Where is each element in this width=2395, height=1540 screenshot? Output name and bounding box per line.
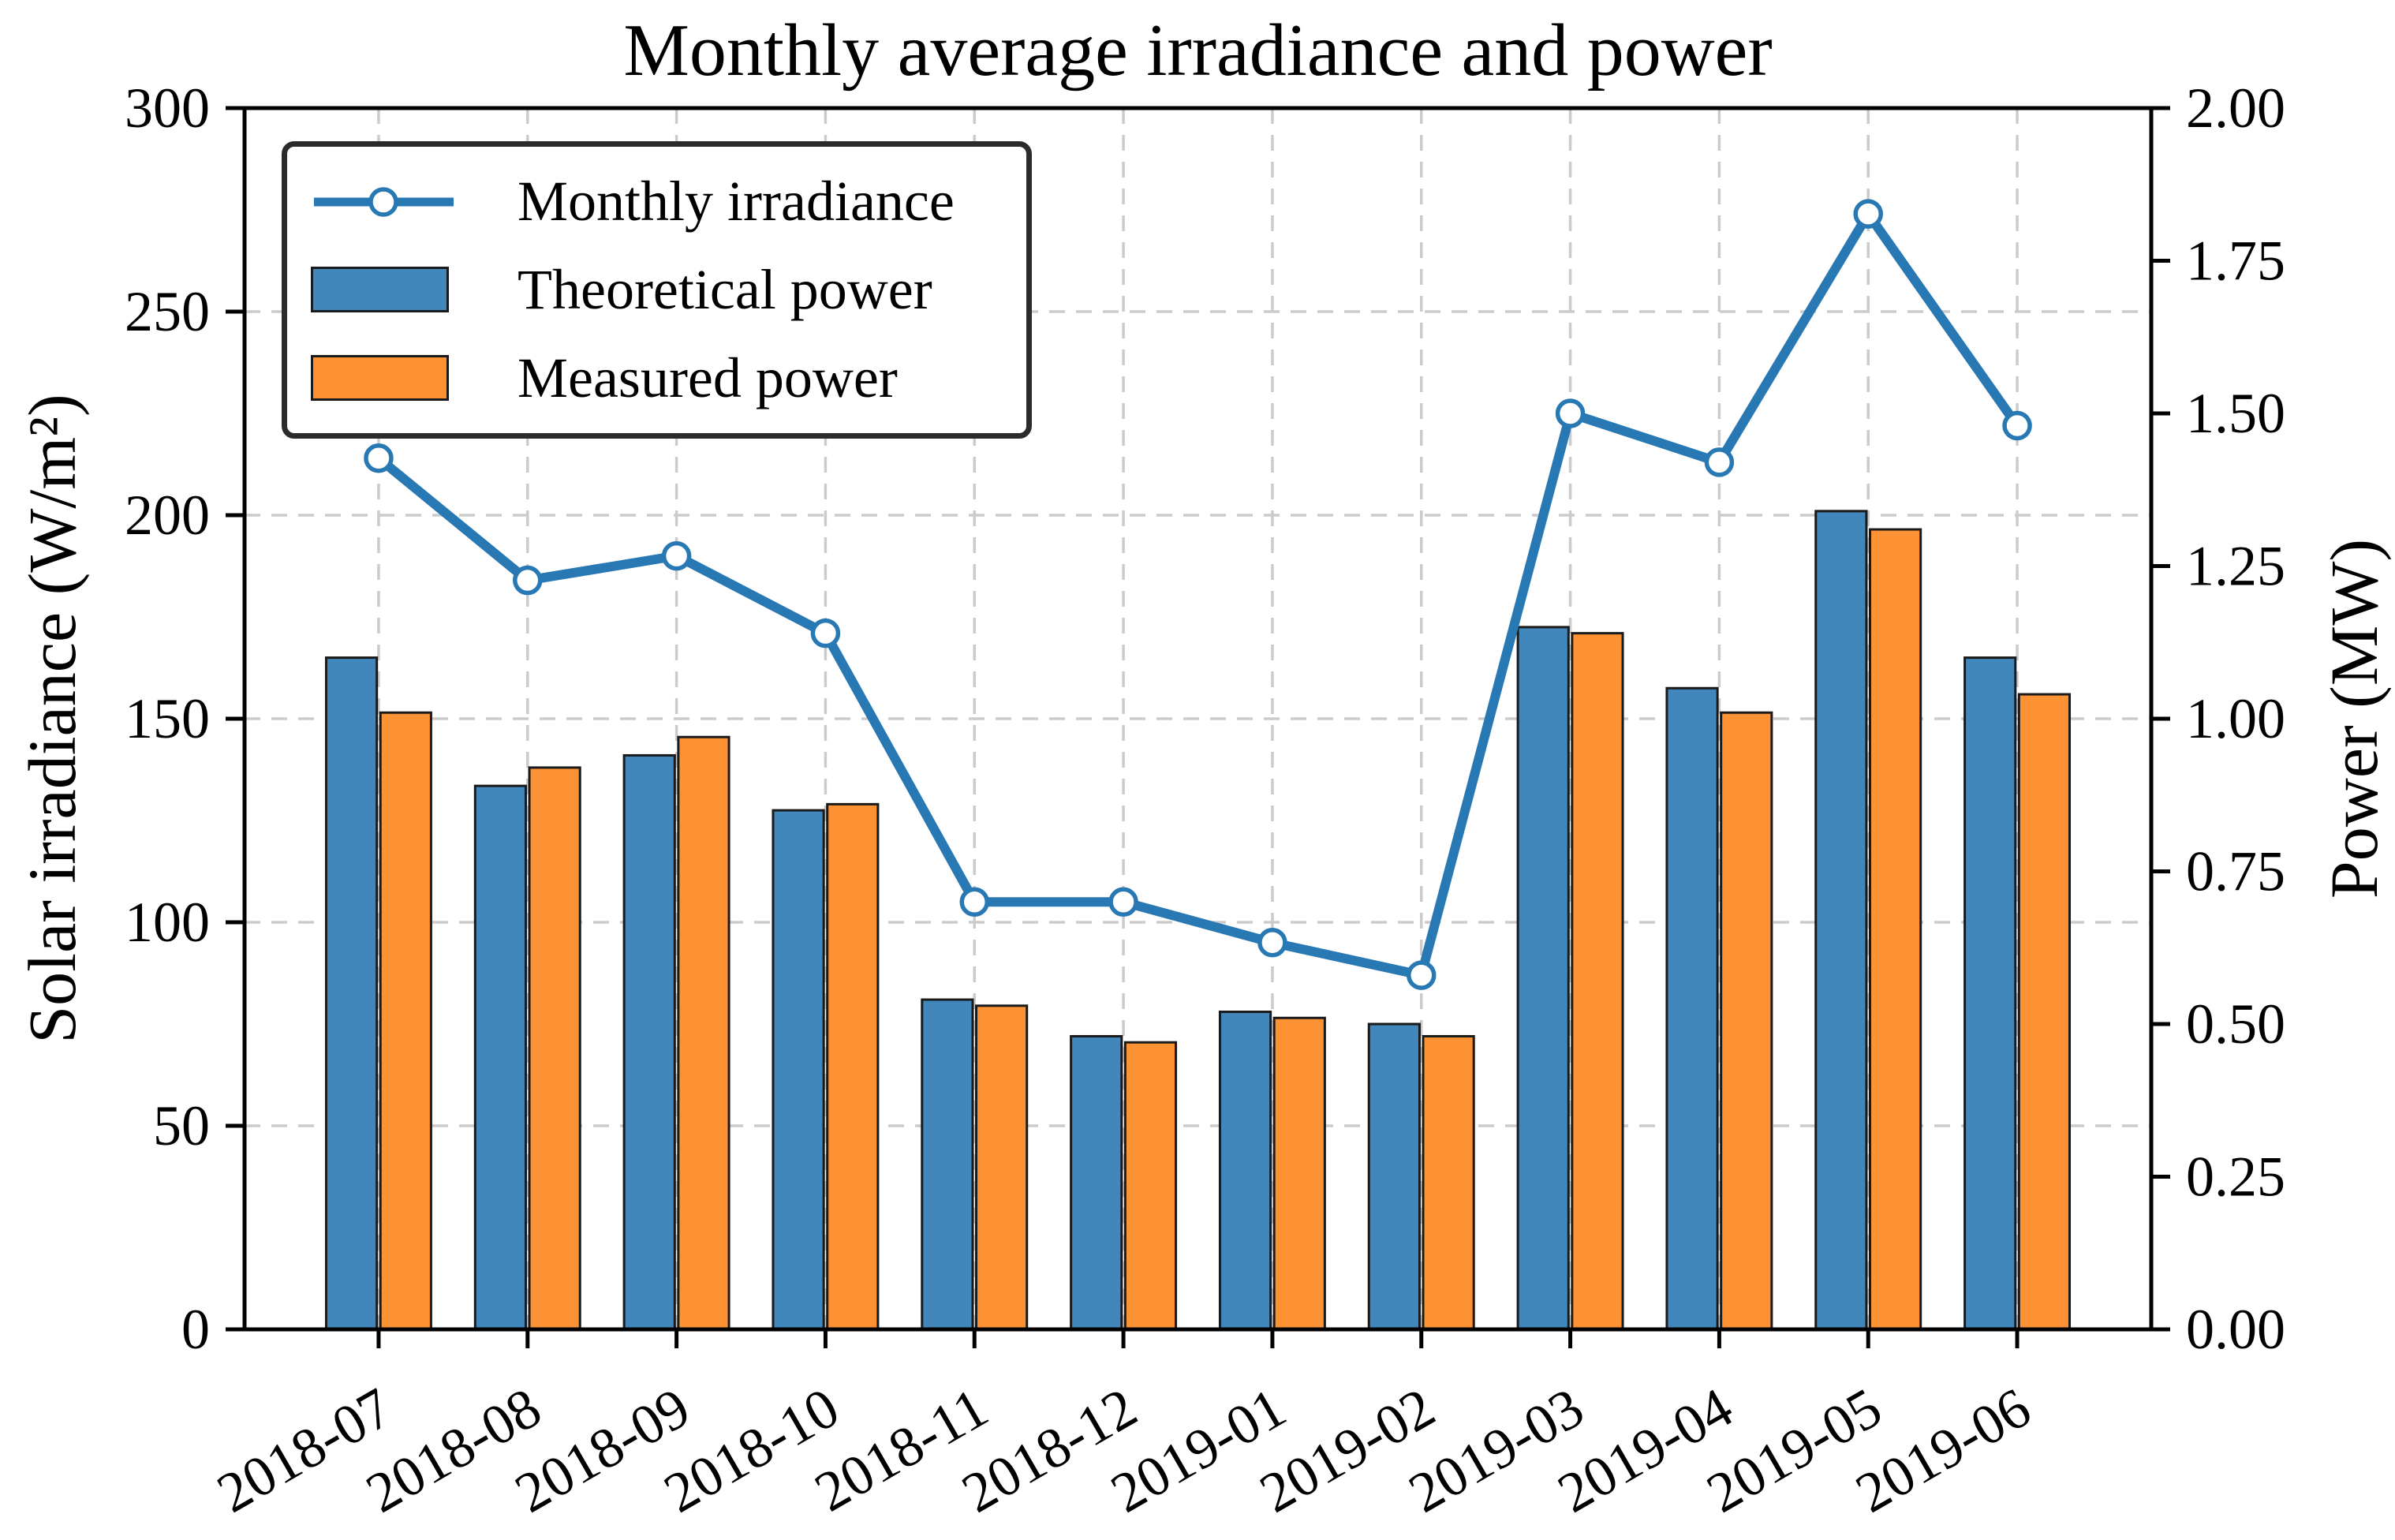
y-right-tick-label-2.00: 2.00	[2186, 77, 2285, 140]
legend-line-marker-icon	[311, 174, 469, 230]
irradiance-marker-2019-04	[1704, 447, 1735, 477]
legend-label-measured: Measured power	[517, 346, 898, 409]
x-tick-label-2018-07: 2018-07	[207, 1376, 402, 1525]
irradiance-marker-2018-08	[513, 565, 543, 596]
bar-measured-2018-12	[1123, 1041, 1178, 1331]
x-tick-label-2019-02: 2019-02	[1250, 1376, 1445, 1525]
bar-theoretical-2018-07	[324, 656, 379, 1331]
legend-item-theoretical: Theoretical power	[311, 246, 1011, 333]
legend-item-irradiance: Monthly irradiance	[311, 159, 1011, 245]
legend: Monthly irradiance Theoretical power Mea…	[282, 141, 1032, 439]
bar-theoretical-2019-06	[1963, 656, 2017, 1331]
bar-measured-2019-04	[1720, 711, 1773, 1331]
y-right-tick-label-0.25: 0.25	[2186, 1146, 2285, 1209]
left-axis-label: Solar irradiance (W/m²)	[14, 394, 90, 1044]
y-left-tick-label-300: 300	[125, 77, 210, 140]
x-tick-label-2018-12: 2018-12	[951, 1376, 1147, 1525]
bar-theoretical-2019-05	[1814, 510, 1868, 1331]
right-axis-label: Power (MW)	[2316, 538, 2392, 899]
bar-theoretical-2019-02	[1367, 1022, 1421, 1331]
irradiance-marker-2018-07	[364, 443, 394, 473]
bar-measured-2018-10	[826, 802, 880, 1331]
y-right-tick-label-0.00: 0.00	[2186, 1298, 2285, 1361]
y-right-tick-label-0.50: 0.50	[2186, 992, 2285, 1056]
bar-measured-2018-07	[379, 711, 432, 1331]
y-right-tick-label-0.75: 0.75	[2186, 840, 2285, 903]
irradiance-marker-2019-03	[1555, 398, 1586, 428]
bar-measured-2018-08	[528, 766, 581, 1331]
irradiance-marker-2019-01	[1257, 928, 1287, 958]
irradiance-line	[373, 209, 2023, 981]
bar-theoretical-2019-01	[1218, 1011, 1272, 1331]
irradiance-marker-2019-05	[1853, 199, 1883, 229]
bar-measured-2019-05	[1868, 528, 1922, 1331]
y-left-tick-label-150: 150	[125, 687, 210, 750]
x-tick-label-2018-09: 2018-09	[505, 1376, 701, 1525]
y-left-tick-label-0: 0	[181, 1298, 210, 1361]
y-right-tick-label-1.75: 1.75	[2186, 230, 2285, 293]
y-right-tick-label-1.25: 1.25	[2186, 535, 2285, 598]
irradiance-marker-2019-02	[1406, 960, 1437, 990]
bar-measured-2018-09	[677, 735, 730, 1331]
legend-blue-swatch-icon	[311, 267, 469, 313]
irradiance-marker-2018-12	[1108, 887, 1138, 917]
y-left-tick-label-250: 250	[125, 280, 210, 343]
bar-measured-2019-02	[1422, 1034, 1475, 1331]
bar-theoretical-2019-03	[1516, 626, 1570, 1331]
y-left-tick-label-50: 50	[153, 1094, 210, 1157]
bar-theoretical-2019-04	[1665, 686, 1719, 1331]
bar-theoretical-2018-08	[473, 784, 528, 1331]
x-tick-label-2019-01: 2019-01	[1100, 1376, 1296, 1525]
bar-measured-2019-03	[1571, 632, 1624, 1331]
legend-label-irradiance: Monthly irradiance	[517, 170, 955, 234]
x-tick-label-2019-06: 2019-06	[1845, 1376, 2041, 1525]
x-tick-label-2018-08: 2018-08	[356, 1376, 551, 1525]
irradiance-marker-2018-09	[661, 540, 692, 571]
y-left-tick-label-100: 100	[125, 891, 210, 954]
legend-orange-swatch-icon	[311, 355, 469, 402]
irradiance-marker-2019-06	[2002, 410, 2032, 441]
bar-measured-2019-06	[2017, 693, 2072, 1331]
x-tick-label-2018-10: 2018-10	[654, 1376, 850, 1525]
bar-theoretical-2018-10	[772, 809, 825, 1331]
x-tick-label-2019-03: 2019-03	[1399, 1376, 1594, 1525]
chart-title: Monthly average irradiance and power	[623, 9, 1773, 92]
bar-theoretical-2018-09	[622, 753, 676, 1331]
y-left-tick-label-200: 200	[125, 484, 210, 547]
x-tick-label-2019-05: 2019-05	[1696, 1376, 1892, 1525]
y-right-tick-label-1.50: 1.50	[2186, 382, 2285, 445]
bar-measured-2019-01	[1272, 1016, 1326, 1331]
bar-theoretical-2018-12	[1070, 1034, 1123, 1331]
legend-label-theoretical: Theoretical power	[517, 257, 932, 321]
irradiance-marker-2018-11	[959, 887, 990, 917]
y-right-tick-label-1.00: 1.00	[2186, 687, 2285, 750]
bar-theoretical-2018-11	[921, 998, 974, 1331]
irradiance-marker-2018-10	[810, 618, 841, 649]
x-tick-label-2019-04: 2019-04	[1548, 1376, 1743, 1525]
legend-item-measured: Measured power	[311, 335, 1011, 421]
bar-measured-2018-11	[975, 1004, 1029, 1331]
